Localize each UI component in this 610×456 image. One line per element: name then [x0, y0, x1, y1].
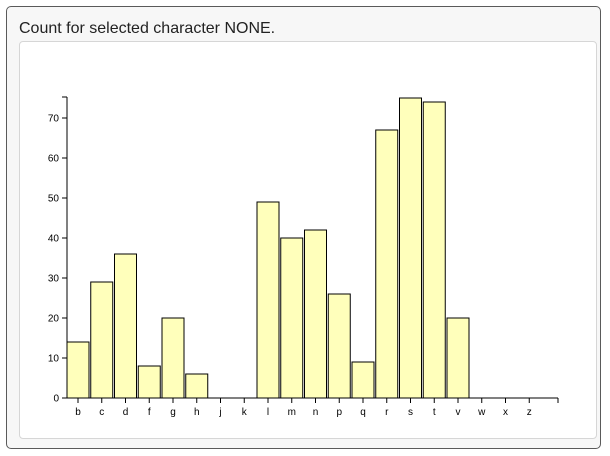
chart-panel: 0 10 20 30 40 50 60 70 b c d f g h j k l m n p q r s t v w x z: [19, 41, 597, 439]
bar-r: [375, 129, 399, 399]
x-tick-label-d: d: [123, 407, 129, 418]
bar-c: [90, 281, 114, 399]
x-tick-label-l: l: [267, 407, 269, 418]
x-tick-label-p: p: [336, 407, 342, 418]
x-tick-label-m: m: [288, 407, 296, 418]
x-tick-label-x: x: [503, 407, 508, 418]
x-tick-label-q: q: [360, 407, 366, 418]
x-tick-label-k: k: [242, 407, 248, 418]
bar-v: [446, 317, 470, 399]
y-tick-label-10: 10: [48, 354, 60, 365]
bar-d: [114, 253, 137, 399]
bar-m: [280, 237, 304, 399]
x-tick-label-c: c: [99, 407, 104, 418]
y-tick-label-40: 40: [48, 234, 60, 245]
bar-p: [327, 293, 351, 399]
x-tick-label-n: n: [313, 407, 319, 418]
x-tick-label-b: b: [75, 407, 81, 418]
bar-t: [422, 101, 446, 399]
x-tick-label-h: h: [194, 407, 200, 418]
y-tick-label-70: 70: [48, 114, 60, 125]
bar-b: [66, 341, 90, 399]
y-tick-label-0: 0: [53, 394, 59, 405]
x-tick-label-g: g: [170, 407, 176, 418]
y-tick-label-60: 60: [48, 154, 60, 165]
x-tick-label-t: t: [433, 407, 436, 418]
x-tick-label-s: s: [408, 407, 413, 418]
y-axis: 0 10 20 30 40 50 60 70: [48, 96, 68, 405]
x-tick-label-f: f: [148, 407, 151, 418]
bar-g: [161, 317, 185, 399]
y-tick-label-50: 50: [48, 194, 60, 205]
bar-chart: 0 10 20 30 40 50 60 70 b c d f g h j k l m n p q r s t v w x z: [48, 96, 559, 418]
x-tick-label-j: j: [218, 407, 221, 418]
bars-group: [66, 97, 470, 399]
bar-s: [399, 97, 422, 399]
y-tick-label-20: 20: [48, 314, 60, 325]
card-title: Count for selected character NONE.: [19, 20, 276, 37]
bar-h: [185, 373, 209, 399]
chart-card: Count for selected character NONE. 0 10 20…: [6, 6, 601, 449]
x-tick-label-w: w: [477, 407, 486, 418]
x-tick-label-r: r: [385, 407, 389, 418]
bar-q: [351, 361, 375, 399]
x-tick-label-z: z: [527, 407, 532, 418]
bar-f: [137, 365, 161, 399]
y-tick-label-30: 30: [48, 274, 60, 285]
bar-n: [304, 229, 327, 399]
x-tick-label-v: v: [456, 407, 461, 418]
bar-l: [256, 201, 280, 399]
